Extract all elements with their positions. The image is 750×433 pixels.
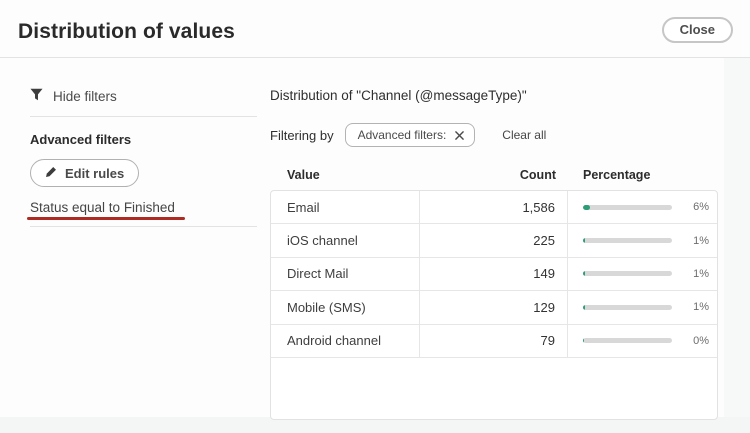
table-empty-area (271, 358, 717, 419)
percentage-cell: 1% (568, 291, 717, 323)
count-cell: 129 (420, 291, 568, 324)
table-row: Email 1,586 6% (271, 191, 717, 225)
percentage-label: 1% (693, 234, 709, 247)
column-header-count: Count (519, 168, 556, 182)
sidebar-divider-top (30, 116, 257, 117)
value-cell: iOS channel (271, 224, 420, 257)
count-cell: 79 (420, 324, 568, 357)
percentage-bar-track (583, 238, 672, 244)
header-divider (0, 57, 750, 58)
percentage-bar-fill (583, 238, 586, 244)
percentage-bar-track (583, 204, 672, 210)
percentage-bar-fill (583, 204, 590, 210)
count-cell: 1,586 (420, 191, 568, 224)
advanced-filters-heading: Advanced filters (30, 132, 132, 147)
distribution-panel: Distribution of "Channel (@messageType)"… (270, 88, 722, 420)
value-cell: Email (271, 191, 420, 224)
value-cell: Mobile (SMS) (271, 291, 420, 324)
filter-chip-label: Advanced filters: (357, 128, 447, 142)
percentage-label: 1% (693, 267, 709, 280)
page-background-bottom (0, 417, 750, 433)
percentage-label: 6% (693, 201, 709, 214)
table-row: Android channel 79 0% (271, 324, 717, 358)
percentage-cell: 1% (568, 258, 717, 290)
table-row: Mobile (SMS) 129 1% (271, 291, 717, 325)
percentage-cell: 0% (568, 325, 717, 357)
filtering-row: Filtering by Advanced filters: Clear all (270, 123, 722, 147)
distribution-table: Email 1,586 6% iOS channel 225 1% Direct… (270, 190, 718, 420)
count-cell: 149 (420, 257, 568, 291)
column-header-value: Value (287, 168, 320, 182)
filters-sidebar: Hide filters Advanced filters Edit rules… (27, 86, 257, 227)
close-button[interactable]: Close (661, 17, 733, 43)
hide-filters-toggle[interactable]: Hide filters (30, 86, 257, 106)
percentage-bar-track (583, 338, 672, 344)
percentage-bar-fill (583, 338, 585, 344)
table-header: Value Count Percentage (270, 168, 722, 182)
distribution-title: Distribution of "Channel (@messageType)" (270, 88, 527, 103)
percentage-label: 1% (693, 301, 709, 314)
percentage-bar-track (583, 304, 672, 310)
advanced-filters-chip[interactable]: Advanced filters: (344, 123, 476, 147)
percentage-cell: 1% (568, 224, 717, 256)
value-cell: Direct Mail (271, 257, 420, 291)
percentage-label: 0% (693, 334, 709, 347)
table-row: iOS channel 225 1% (271, 224, 717, 258)
filtering-by-label: Filtering by (270, 127, 334, 143)
active-filter-rule: Status equal to Finished (30, 200, 175, 215)
pencil-icon (45, 166, 57, 181)
value-cell: Android channel (271, 324, 420, 357)
percentage-cell: 6% (568, 191, 717, 223)
edit-rules-label: Edit rules (65, 165, 125, 181)
sidebar-divider-bottom (30, 226, 257, 227)
percentage-bar-fill (583, 271, 586, 277)
clear-all-link[interactable]: Clear all (502, 128, 547, 142)
page-background-right (724, 58, 750, 417)
page-title: Distribution of values (18, 20, 235, 43)
remove-filter-icon[interactable] (455, 130, 465, 140)
table-row: Direct Mail 149 1% (271, 257, 717, 292)
hide-filters-label: Hide filters (53, 88, 117, 104)
funnel-icon (30, 88, 43, 104)
count-cell: 225 (420, 224, 568, 257)
percentage-bar-fill (583, 304, 586, 310)
annotation-underline (27, 217, 185, 220)
percentage-bar-track (583, 271, 672, 277)
edit-rules-button[interactable]: Edit rules (30, 159, 140, 187)
column-header-percentage: Percentage (583, 168, 651, 182)
